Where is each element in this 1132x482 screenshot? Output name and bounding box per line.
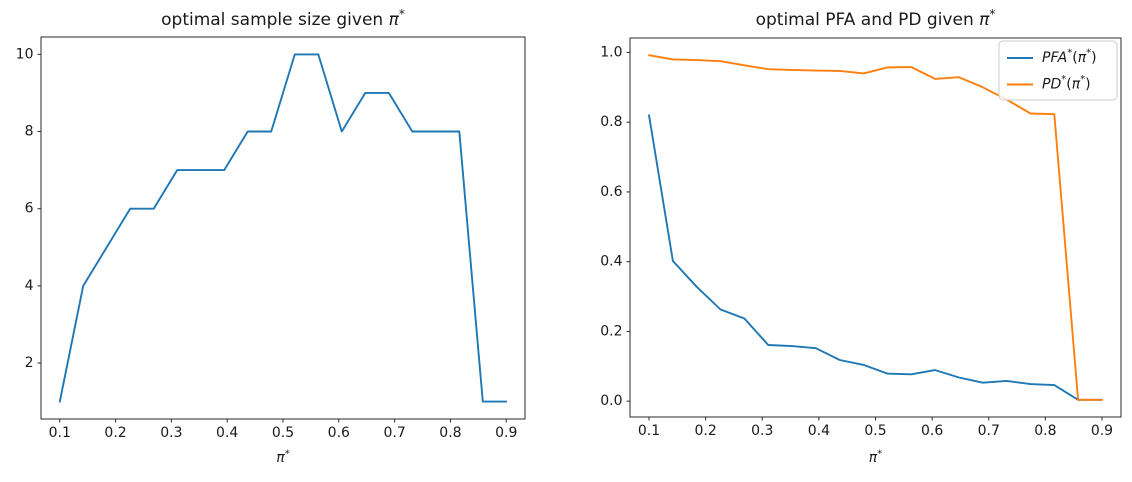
right-chart-x-tick-label: 0.6 [921,423,943,439]
right-chart-x-tick-label: 0.2 [695,423,717,439]
left-chart-y-tick-label: 4 [25,278,34,294]
right-chart-y-tick-label: 0.8 [600,114,622,130]
right-chart-x-tick-label: 0.7 [978,423,1000,439]
left-chart-x-tick-label: 0.5 [272,425,294,441]
left-chart-y-tick-label: 10 [16,46,34,62]
right-chart-y-tick-label: 1.0 [600,44,622,60]
left-chart-title: optimal sample size given π* [161,7,405,30]
right-chart-x-tick-label: 0.4 [808,423,830,439]
right-chart-x-tick-label: 0.8 [1034,423,1056,439]
right-chart-series-line-0 [648,114,1103,401]
right-chart-x-tick-label: 0.3 [751,423,773,439]
right-chart-series-line-1 [648,54,1103,401]
left-chart-x-tick-label: 0.4 [216,425,238,441]
left-chart-x-tick-label: 0.7 [383,425,405,441]
left-chart-x-tick-label: 0.2 [104,425,126,441]
right-chart-legend-label-0: PFA*(π*) [1042,47,1097,66]
right-chart-y-tick-label: 0.2 [600,323,622,339]
right-chart-x-tick-label: 0.9 [1091,423,1113,439]
left-chart-y-tick-label: 2 [25,355,34,371]
right-chart-x-tick-label: 0.5 [864,423,886,439]
right-chart-y-tick-label: 0.0 [600,393,622,409]
right-chart-x-axis-label: π* [869,448,882,466]
left-chart-x-tick-label: 0.1 [49,425,71,441]
right-chart-title: optimal PFA and PD given π* [756,7,996,30]
right-chart-legend-label-1: PD*(π*) [1042,73,1091,92]
right-chart-x-tick-label: 0.1 [638,423,660,439]
right-chart-y-tick-label: 0.6 [600,184,622,200]
left-chart-x-tick-label: 0.8 [439,425,461,441]
left-chart-x-tick-label: 0.9 [495,425,517,441]
left-chart-y-tick-label: 8 [25,124,34,140]
left-chart-series-line-0 [58,53,508,403]
left-chart-y-tick-label: 6 [25,201,34,217]
left-chart-x-axis-label: π* [276,448,289,466]
left-chart-x-tick-label: 0.6 [328,425,350,441]
left-chart-x-tick-label: 0.3 [160,425,182,441]
right-chart-y-tick-label: 0.4 [600,254,622,270]
